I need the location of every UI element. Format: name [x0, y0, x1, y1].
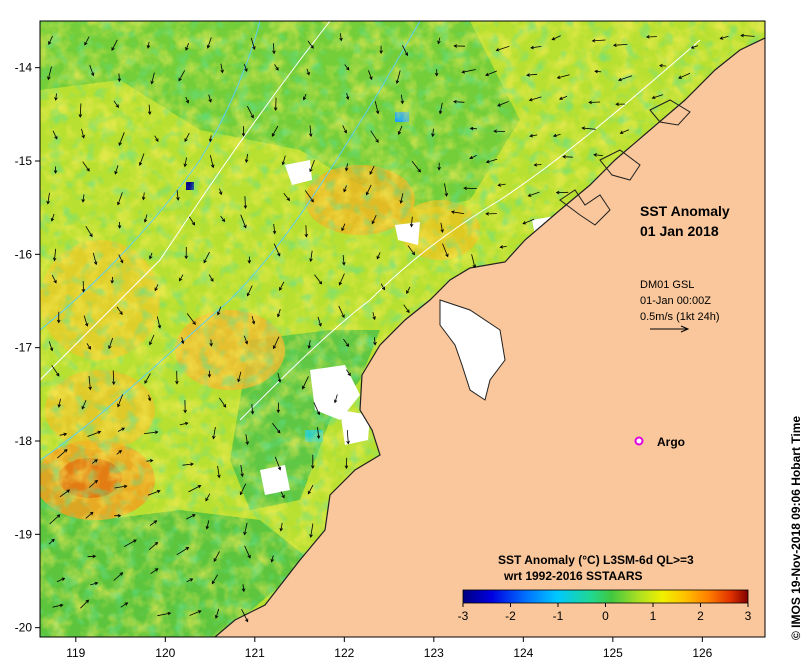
x-tick-label: 121 — [245, 646, 265, 660]
current-legend-line1: DM01 GSL — [640, 279, 694, 291]
x-tick-label: 126 — [692, 646, 712, 660]
y-tick-label: -20 — [15, 621, 33, 635]
x-tick-label: 120 — [155, 646, 175, 660]
colorbar-tick-label: 2 — [697, 609, 704, 623]
y-tick-label: -16 — [15, 247, 33, 261]
colorbar-tick-label: -1 — [553, 609, 564, 623]
missing-data — [260, 465, 290, 495]
x-tick-label: 122 — [334, 646, 354, 660]
colorbar-title-line2: wrt 1992-2016 SSTAARS — [503, 569, 643, 583]
colorbar — [463, 590, 748, 603]
y-tick-label: -18 — [15, 434, 33, 448]
y-axis: -14 -15 -16 -17 -18 -19 -20 — [15, 61, 40, 635]
x-tick-label: 119 — [66, 646, 85, 660]
colorbar-tick-label: 3 — [745, 609, 752, 623]
colorbar-tick-label: 0 — [602, 609, 609, 623]
x-tick-label: 124 — [513, 646, 533, 660]
colorbar-title-line1: SST Anomaly (°C) L3SM-6d QL>=3 — [498, 553, 694, 567]
y-tick-label: -15 — [15, 154, 33, 168]
credit-text: © IMOS 19-Nov-2018 09:06 Hobart Time — [789, 416, 803, 640]
colorbar-tick-label: 1 — [650, 609, 657, 623]
current-legend-line2: 01-Jan 00:00Z — [640, 295, 711, 307]
current-legend-line3: 0.5m/s (1kt 24h) — [640, 311, 719, 323]
y-tick-label: -19 — [15, 527, 33, 541]
colorbar-tick-label: -2 — [505, 609, 516, 623]
argo-label: Argo — [657, 435, 685, 449]
x-tick-label: 123 — [424, 646, 444, 660]
x-axis: 119 120 121 122 123 124 125 126 — [66, 637, 712, 660]
map-title-line1: SST Anomaly — [640, 203, 730, 219]
y-tick-label: -17 — [15, 341, 33, 355]
colorbar-tick-label: -3 — [458, 609, 469, 623]
x-tick-label: 125 — [603, 646, 623, 660]
y-tick-label: -14 — [15, 61, 33, 75]
map-title-line2: 01 Jan 2018 — [640, 223, 719, 239]
